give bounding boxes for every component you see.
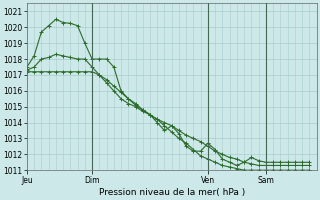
X-axis label: Pression niveau de la mer( hPa ): Pression niveau de la mer( hPa ) — [99, 188, 245, 197]
